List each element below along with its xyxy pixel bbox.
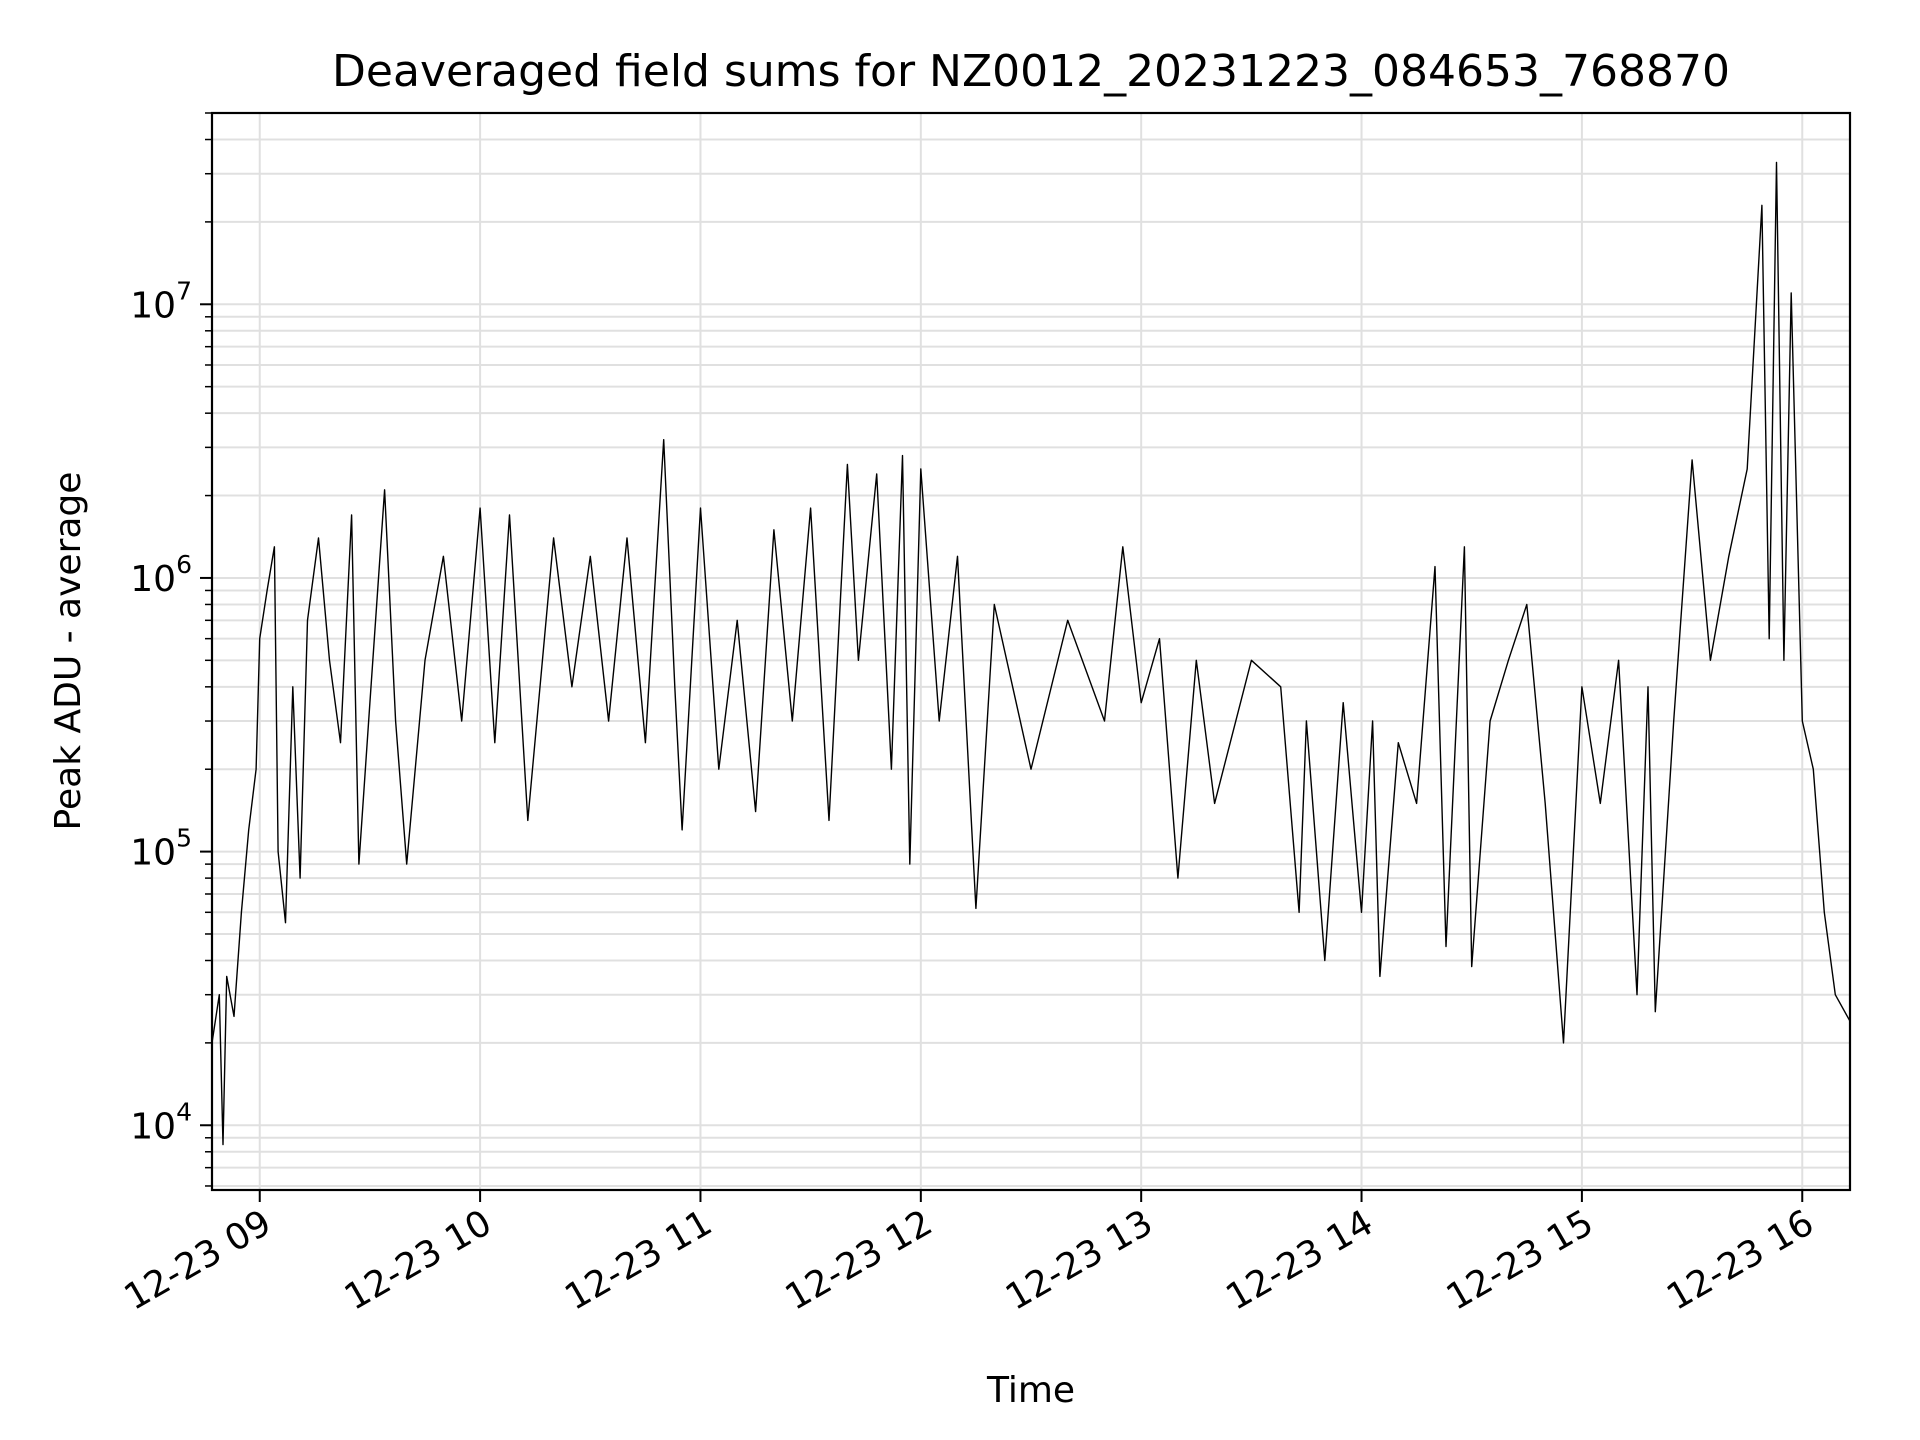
y-tick-label: 107 (130, 276, 192, 326)
y-tick-exponent: 4 (176, 1097, 192, 1126)
plot-frame (210, 111, 1852, 1192)
y-tick-exponent: 7 (176, 276, 192, 305)
chart-title: Deaveraged field sums for NZ0012_2023122… (332, 46, 1730, 97)
y-tick-label: 105 (130, 824, 192, 874)
y-tick-exponent: 6 (176, 550, 192, 579)
y-tick-exponent: 5 (176, 824, 192, 853)
y-tick-label: 106 (130, 550, 192, 600)
y-tick-base: 10 (130, 285, 176, 326)
x-axis-label: Time (986, 1370, 1075, 1411)
series-line (211, 161, 1851, 1146)
y-tick-base: 10 (130, 559, 176, 600)
y-axis-label: Peak ADU - average (48, 472, 89, 831)
y-tick-base: 10 (130, 1106, 176, 1147)
y-tick-label: 104 (130, 1097, 192, 1147)
y-tick-base: 10 (130, 833, 176, 874)
